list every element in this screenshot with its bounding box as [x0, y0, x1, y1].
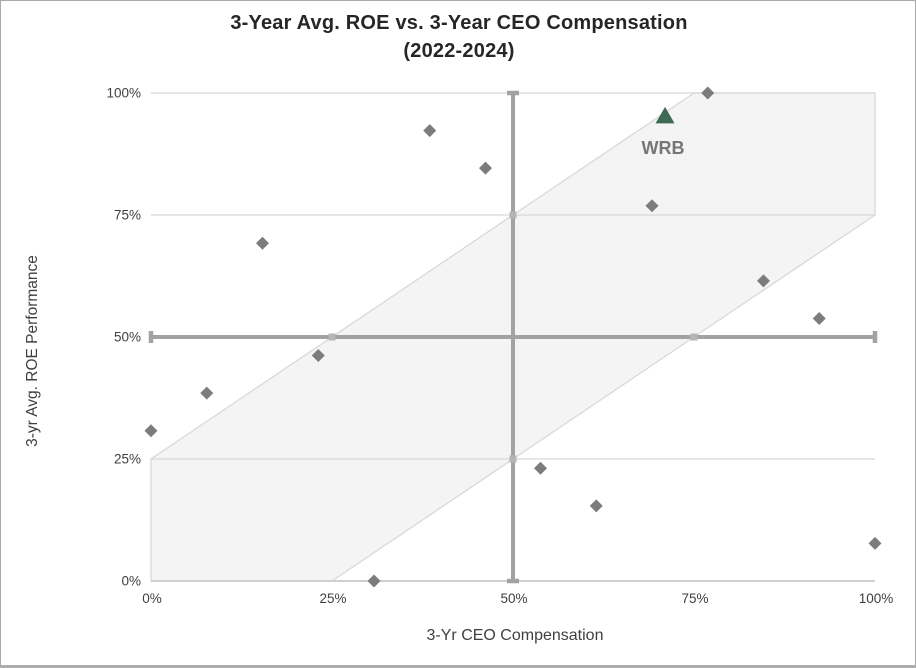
data-point-diamond — [645, 199, 659, 213]
data-point-diamond — [367, 574, 381, 588]
data-point-wrb-triangle — [655, 106, 675, 124]
y-tick-label: 100% — [106, 86, 141, 101]
crosshair-node — [509, 211, 517, 219]
x-tick-label: 100% — [859, 591, 894, 606]
data-point-diamond — [144, 424, 158, 438]
data-point-diamond — [423, 124, 437, 138]
x-tick-label: 50% — [500, 591, 527, 606]
data-point-diamond — [757, 274, 771, 288]
y-tick-label: 0% — [121, 574, 141, 589]
y-tick-label: 50% — [114, 330, 141, 345]
data-point-diamond — [478, 161, 492, 175]
x-axis-title: 3-Yr CEO Compensation — [426, 627, 604, 644]
wrb-label: WRB — [642, 138, 685, 158]
x-tick-label: 0% — [142, 591, 162, 606]
data-point-diamond — [868, 536, 882, 550]
x-tick-label: 25% — [319, 591, 346, 606]
chart-title-line2: (2022-2024) — [403, 40, 515, 62]
data-point-diamond — [311, 349, 325, 363]
data-point-diamond — [701, 86, 715, 100]
chart-title-line1: 3-Year Avg. ROE vs. 3-Year CEO Compensat… — [230, 12, 688, 34]
chart-title: 3-Year Avg. ROE vs. 3-Year CEO Compensat… — [1, 9, 915, 65]
data-point-diamond — [255, 236, 269, 250]
data-point-diamond — [812, 311, 826, 325]
crosshair-node — [690, 333, 698, 341]
y-tick-label: 75% — [114, 208, 141, 223]
x-tick-label: 75% — [681, 591, 708, 606]
y-tick-label: 25% — [114, 452, 141, 467]
crosshair-node — [509, 455, 517, 463]
data-point-diamond — [534, 461, 548, 475]
crosshair-node — [328, 333, 336, 341]
data-point-diamond — [589, 499, 603, 513]
data-point-diamond — [200, 386, 214, 400]
